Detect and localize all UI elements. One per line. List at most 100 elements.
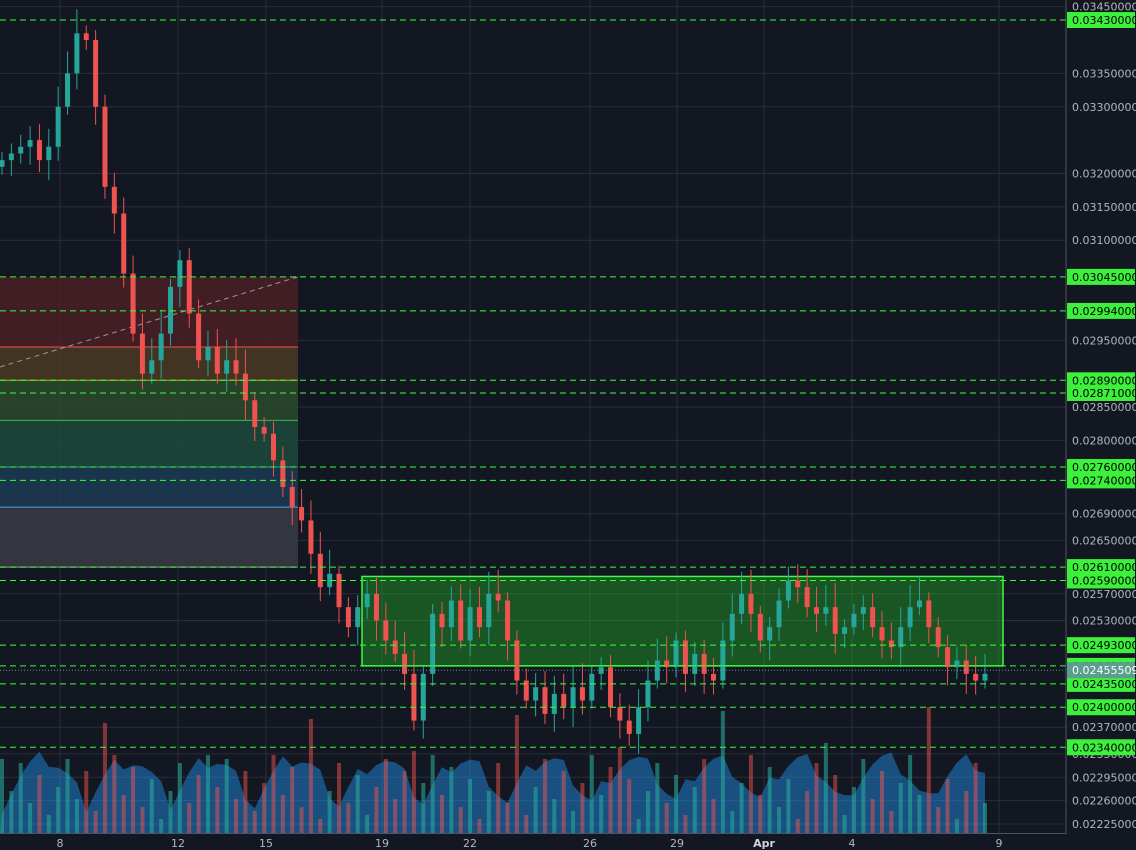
candle-body — [289, 487, 295, 508]
candle-body — [982, 673, 988, 681]
candle-body — [27, 140, 33, 147]
volume-bar — [589, 755, 594, 834]
volume-bar — [449, 767, 454, 834]
candle-body — [729, 613, 735, 641]
volume-bar — [692, 787, 697, 834]
candle-body — [65, 73, 71, 107]
level-tag-text: 0.02871000 — [1072, 387, 1136, 400]
price-axis-bg[interactable] — [1066, 0, 1136, 834]
level-tag-bg — [1067, 675, 1135, 692]
candle-body — [55, 106, 61, 147]
level-tag-text: 0.02493000 — [1072, 639, 1136, 652]
candle-body — [954, 660, 960, 668]
candle-body — [617, 707, 623, 721]
volume-bar — [711, 799, 716, 834]
volume-ma-area — [0, 751, 985, 834]
time-axis-bg[interactable] — [0, 834, 1136, 850]
volume-bar — [973, 763, 978, 834]
candle-body — [523, 680, 529, 701]
fib-band — [0, 346, 298, 381]
candle-body — [242, 373, 248, 401]
fib-band — [0, 380, 298, 421]
price-tick-label: 0.02850000 — [1072, 401, 1136, 414]
price-tick-label: 0.03450000 — [1072, 1, 1136, 14]
volume-bar — [74, 799, 79, 834]
candle-body — [673, 640, 679, 668]
time-tick-label: 29 — [670, 837, 684, 850]
candle-body — [458, 600, 464, 641]
candle-body — [102, 106, 108, 187]
level-tag-text: 0.02994000 — [1072, 305, 1136, 318]
price-tick-label: 0.03300000 — [1072, 101, 1136, 114]
candle-body — [608, 667, 614, 708]
volume-bar — [636, 819, 641, 834]
candle-body — [214, 346, 220, 374]
volume-bar — [655, 763, 660, 834]
horizontal-levels[interactable] — [0, 19, 1066, 748]
candle-body — [701, 653, 707, 674]
volume-bar — [346, 803, 351, 834]
candle-body — [74, 33, 80, 74]
level-tag-bg — [1067, 459, 1135, 476]
volume-bar — [514, 715, 519, 834]
trend-dashed-line — [0, 276, 299, 368]
time-tick-label: 19 — [375, 837, 389, 850]
volume-bar — [898, 783, 903, 834]
volume-bar — [0, 759, 4, 834]
time-tick-label: 4 — [849, 837, 856, 850]
price-tick-label: 0.02225000 — [1072, 818, 1136, 831]
volume-bar — [411, 751, 416, 834]
candle-body — [308, 520, 314, 554]
range-rectangle — [361, 575, 1004, 667]
candle-body — [18, 146, 24, 154]
fib-retracement-zone[interactable] — [0, 276, 1004, 667]
volume-bar — [599, 795, 604, 834]
candle-body — [757, 613, 763, 641]
volume-bar — [805, 791, 810, 834]
volume-bar — [720, 711, 725, 834]
volume-bar — [889, 811, 894, 834]
candle-body — [495, 593, 501, 601]
volume-bar — [140, 807, 145, 834]
volume-bar — [870, 799, 875, 834]
volume-bar — [56, 787, 61, 834]
candle-body — [851, 613, 857, 628]
level-tag-bg — [1067, 472, 1135, 489]
volume-bar — [552, 799, 557, 834]
volume-bar — [524, 815, 529, 834]
level-tag-text: 0.02740000 — [1072, 474, 1136, 487]
price-axis-level-tags: 0.03430000 0.03045000 0.02994000 0.02890000… — [1067, 12, 1136, 756]
candle-body — [860, 607, 866, 614]
volume-bar — [337, 763, 342, 834]
candle-body — [542, 687, 548, 714]
current-price-tag-bg — [1067, 662, 1135, 679]
volume-bar — [580, 783, 585, 834]
time-tick-label: 8 — [57, 837, 64, 850]
volume-bar — [954, 819, 959, 834]
time-tick-label: 15 — [259, 837, 273, 850]
candle-body — [46, 146, 52, 161]
candle-body — [467, 607, 473, 641]
volume-bar — [271, 755, 276, 834]
volume-bar — [215, 787, 220, 834]
candle-body — [804, 587, 810, 608]
candle-body — [336, 573, 342, 608]
candle-body — [355, 607, 361, 628]
candle-body — [345, 607, 351, 628]
volume-bar — [205, 755, 210, 834]
price-tick-label: 0.03100000 — [1072, 234, 1136, 247]
candle-body — [739, 593, 745, 614]
volume-bar — [299, 807, 304, 834]
price-tick-label: 0.02570000 — [1072, 588, 1136, 601]
volume-bar — [93, 811, 98, 834]
volume-bar — [355, 775, 360, 834]
level-tag-bg — [1067, 739, 1135, 756]
volume-bar — [571, 811, 576, 834]
volume-bar — [159, 819, 164, 834]
volume-bar — [674, 775, 679, 834]
candle-body — [664, 660, 670, 668]
volume-bar — [421, 783, 426, 834]
candle-body — [186, 260, 192, 314]
volume-bar — [880, 771, 885, 834]
